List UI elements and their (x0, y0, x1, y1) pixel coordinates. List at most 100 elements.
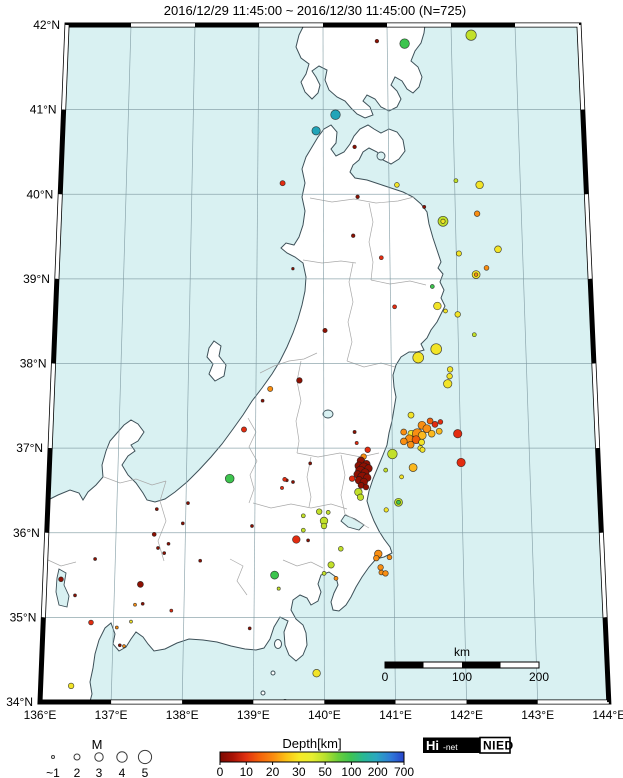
earthquake-marker (406, 440, 415, 449)
sado-island (206, 340, 227, 382)
earthquake-marker (454, 311, 461, 318)
scalebar-tick-label: 100 (452, 670, 472, 684)
earthquake-marker (418, 438, 425, 446)
earthquake-marker (58, 576, 64, 583)
frame-segment-right (584, 194, 592, 279)
earthquake-marker (455, 250, 462, 257)
earthquake-marker (399, 38, 410, 49)
earthquake-marker (453, 429, 463, 439)
frame-segment-left (55, 194, 62, 279)
axis-labels: 42°N 41°N 40°N 39°N 38°N 37°N 36°N 35°N 34°N136°… (6, 18, 623, 722)
lat-label: 39°N (23, 272, 50, 286)
earthquake-marker (352, 430, 357, 434)
earthquake-marker (440, 218, 446, 224)
izu-oshima-island (274, 639, 282, 649)
earthquake-marker (250, 524, 254, 528)
earthquake-marker (338, 546, 344, 552)
earthquake-marker (377, 564, 384, 571)
magnitude-legend-tick: 4 (119, 766, 126, 778)
earthquake-marker (394, 182, 400, 188)
frame-segment-left (61, 24, 69, 110)
earthquake-marker (362, 483, 370, 491)
earthquake-marker (270, 570, 279, 580)
earthquake-marker (67, 682, 75, 690)
lat-label: 38°N (20, 357, 47, 371)
magnitude-legend-tick: 3 (96, 766, 103, 778)
earthquake-marker (408, 463, 418, 472)
earthquake-marker (422, 424, 432, 434)
earthquake-marker (433, 301, 442, 311)
earthquake-marker (333, 576, 339, 581)
lon-label: 138°E (166, 708, 199, 722)
earthquake-marker (378, 255, 384, 261)
earthquake-marker (431, 421, 439, 428)
scalebar-unit-label: km (454, 645, 470, 659)
earthquake-marker (154, 507, 159, 511)
depth-legend: Depth[km] 0 10 20 30 50 100 200 700 (217, 736, 415, 778)
magnitude-legend-circle (137, 749, 153, 765)
earthquake-marker (241, 426, 247, 433)
earthquake-marker (129, 619, 133, 624)
map-title: 2016/12/29 11:45:00 ~ 2016/12/30 11:45:0… (164, 3, 466, 18)
earthquake-marker (473, 272, 479, 277)
earthquake-marker (348, 475, 356, 482)
earthquake-marker (276, 586, 281, 591)
lon-label: 142°E (450, 708, 483, 722)
earthquake-marker (186, 501, 190, 505)
earthquake-marker (311, 126, 321, 136)
lon-label: 144°E (592, 708, 623, 722)
earthquake-marker (446, 366, 454, 373)
earthquake-marker (399, 474, 404, 480)
earthquake-marker (122, 644, 126, 648)
lat-label: 42°N (33, 18, 60, 32)
earthquake-marker (291, 267, 295, 271)
lon-label: 139°E (237, 708, 270, 722)
earthquake-marker (475, 180, 484, 190)
earthquake-marker (471, 332, 477, 338)
magnitude-legend-tick: ~1 (46, 766, 60, 778)
magnitude-legend-circle (73, 753, 81, 761)
frame-segment-right (599, 532, 607, 618)
earthquake-marker (373, 554, 380, 562)
depth-tick-label: 100 (341, 765, 361, 778)
scalebar-tick-label: 0 (382, 670, 389, 684)
scalebar-segment (385, 662, 424, 668)
earthquake-marker (427, 429, 436, 438)
earthquake-marker (422, 204, 427, 209)
lat-label: 41°N (30, 103, 57, 117)
magnitude-legend: M ~1 2 3 4 5 (46, 737, 153, 778)
lat-label: 40°N (26, 187, 53, 201)
earthquake-marker (306, 538, 310, 543)
earthquake-marker (429, 284, 435, 289)
earthquake-marker (392, 304, 397, 310)
earthquake-marker (355, 194, 360, 199)
earthquake-marker (162, 551, 167, 555)
earthquake-marker (114, 625, 119, 630)
earthquake-marker (483, 265, 490, 271)
earthquake-marker (279, 180, 286, 187)
nied-logo-box (479, 736, 511, 754)
earthquake-marker (400, 437, 408, 446)
graticule-layer (43, 25, 606, 702)
earthquake-marker (407, 411, 415, 419)
earthquake-marker (430, 343, 442, 355)
earthquake-marker (300, 527, 306, 533)
depth-tick-label: 50 (318, 765, 332, 778)
depth-colorbar (219, 751, 405, 763)
lake-towada (376, 151, 386, 161)
earthquake-marker (494, 245, 502, 254)
earthquake-marker (308, 461, 313, 466)
earthquake-marker (166, 541, 171, 546)
earthquake-marker (325, 510, 331, 515)
depth-tick-label: 30 (292, 765, 306, 778)
earthquake-marker (412, 351, 424, 364)
frame-segment-right (595, 448, 604, 533)
magnitude-legend-tick: 5 (142, 766, 149, 778)
frame-segment-left (38, 617, 46, 703)
earthquake-marker (198, 558, 203, 563)
earthquake-marker (312, 669, 321, 678)
earthquake-marker (300, 513, 306, 519)
land-layer (40, 25, 446, 702)
